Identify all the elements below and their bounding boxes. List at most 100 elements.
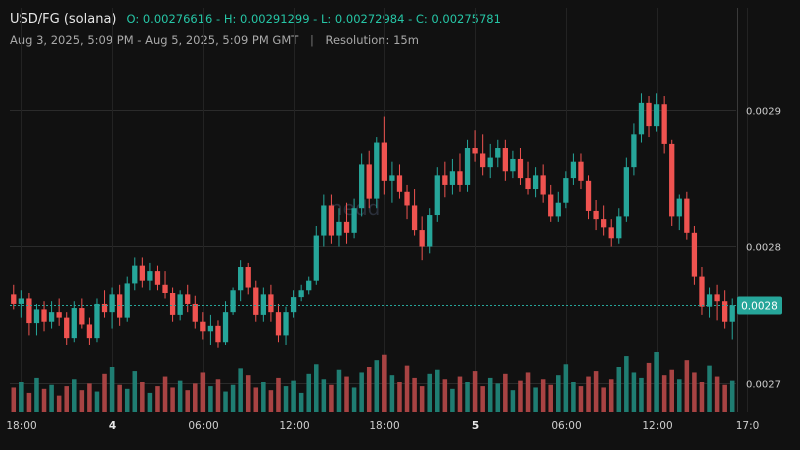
candle xyxy=(207,314,214,345)
candle-body xyxy=(427,215,433,247)
candle xyxy=(268,284,274,322)
volume-bar xyxy=(41,388,47,412)
axes: 0.0029 0.0028 0.0027 18:00 4 06:00 12:00 18:00 5… xyxy=(6,8,782,432)
volume-bar xyxy=(94,391,100,412)
candle xyxy=(313,225,319,285)
candle xyxy=(517,148,524,185)
candle xyxy=(86,317,93,345)
volume-bar xyxy=(170,387,175,412)
candle-body xyxy=(283,312,289,336)
candle-body xyxy=(86,324,93,339)
candle xyxy=(381,116,387,195)
candle xyxy=(283,306,289,345)
candle xyxy=(601,205,607,236)
candle-body xyxy=(676,198,682,217)
candle-body xyxy=(510,158,516,172)
volume-bars xyxy=(11,352,735,412)
candle xyxy=(321,194,327,247)
volume-bar xyxy=(533,387,538,412)
candle-body xyxy=(268,294,274,313)
candle xyxy=(18,290,24,318)
candle-body xyxy=(192,303,198,322)
volume-bar xyxy=(208,386,213,412)
volume-bar xyxy=(571,382,576,412)
volume-bar xyxy=(699,382,705,412)
last-price-badge xyxy=(737,296,782,315)
volume-bar xyxy=(298,392,304,412)
candle xyxy=(33,303,40,336)
candle xyxy=(404,184,410,220)
candle-body xyxy=(585,180,592,211)
volume-bar xyxy=(64,386,69,412)
x-tick-label: 5 xyxy=(472,420,479,432)
volume-bar xyxy=(601,387,606,412)
candle xyxy=(495,139,501,168)
candle-body xyxy=(79,308,85,325)
volume-bar xyxy=(427,373,432,412)
candle xyxy=(653,93,660,132)
candle xyxy=(593,199,599,231)
volume-bar xyxy=(49,384,54,412)
candle xyxy=(502,139,508,181)
candle-body xyxy=(290,297,297,313)
candle xyxy=(222,301,229,345)
candle-body xyxy=(706,294,713,307)
candle xyxy=(616,208,622,244)
chart-header: USD/FG (solana) O: 0.00276616 - H: 0.002… xyxy=(10,11,501,27)
candle xyxy=(570,153,577,185)
volume-bar xyxy=(457,376,463,412)
candle xyxy=(124,276,130,322)
volume-bar xyxy=(26,392,32,412)
candle xyxy=(351,198,357,239)
volume-bar xyxy=(359,372,364,412)
candle-body xyxy=(94,303,100,339)
candle-body xyxy=(336,221,342,236)
candle xyxy=(147,262,153,291)
volume-bar xyxy=(185,390,190,412)
candle-body xyxy=(669,143,675,217)
candle-body xyxy=(238,267,244,291)
candle-body xyxy=(646,102,652,127)
y-tick-label: 0.0027 xyxy=(746,380,781,391)
volume-bar xyxy=(382,354,387,412)
volume-bar xyxy=(238,368,243,412)
volume-bar xyxy=(132,371,138,412)
volume-bar xyxy=(374,360,380,412)
volume-bar xyxy=(669,369,674,412)
volume-bar xyxy=(253,387,259,412)
volume-bar xyxy=(556,375,561,412)
volume-bar xyxy=(124,388,130,412)
candle-body xyxy=(608,227,614,239)
volume-bar xyxy=(230,384,236,412)
candle-body xyxy=(457,171,463,185)
volume-bar xyxy=(661,375,667,412)
volume-bar xyxy=(465,382,470,412)
candle-body xyxy=(109,294,115,313)
grid xyxy=(10,8,748,412)
candle-body xyxy=(517,158,524,179)
volume-bar xyxy=(450,388,455,412)
candle xyxy=(487,143,493,179)
volume-bar xyxy=(11,387,17,412)
candle-body xyxy=(601,219,607,228)
candle xyxy=(26,293,32,336)
volume-bar xyxy=(34,377,39,412)
candle-body xyxy=(389,175,395,181)
candle xyxy=(722,290,728,329)
candle-body xyxy=(616,216,622,239)
candle-body xyxy=(638,102,645,135)
volume-bar xyxy=(435,369,440,412)
volume-bar xyxy=(442,379,448,412)
volume-bar xyxy=(351,387,357,412)
candle-body xyxy=(404,191,410,206)
chart-subheader: Aug 3, 2025, 5:09 PM - Aug 5, 2025, 5:09… xyxy=(10,33,419,47)
candle xyxy=(185,284,191,313)
candle xyxy=(298,284,304,302)
candle xyxy=(215,320,221,348)
volume-bar xyxy=(608,379,614,412)
candle-body xyxy=(26,298,32,324)
y-tick-label: 0.0029 xyxy=(746,107,781,118)
y-tick-label: 0.0028 xyxy=(746,243,781,254)
candle xyxy=(245,262,251,295)
